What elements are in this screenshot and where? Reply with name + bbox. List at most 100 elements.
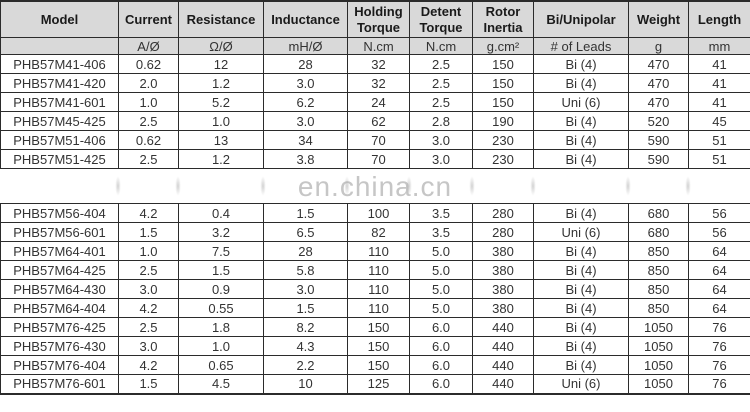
- value-cell: 680: [628, 203, 689, 223]
- value-cell: 0.55: [178, 298, 264, 318]
- value-cell: 1.5: [263, 203, 348, 223]
- watermark-text: en.china.cn: [297, 171, 453, 202]
- value-cell: 3.0: [263, 73, 348, 93]
- value-cell: 28: [263, 241, 348, 261]
- value-cell: 6.2: [263, 92, 348, 112]
- value-cell: Bi (4): [533, 149, 629, 169]
- value-cell: 0.9: [178, 279, 264, 299]
- value-cell: 5.0: [409, 241, 473, 261]
- value-cell: 64: [688, 298, 750, 318]
- column-unit-detent-torque: N.cm: [409, 37, 473, 55]
- value-cell: 1.0: [118, 241, 179, 261]
- value-cell: 3.0: [409, 130, 473, 150]
- value-cell: 380: [472, 241, 534, 261]
- model-cell: PHB57M56-601: [0, 222, 119, 242]
- value-cell: 380: [472, 279, 534, 299]
- value-cell: 5.8: [263, 260, 348, 280]
- units-row: A/Ø Ω/Ø mH/Ø N.cm N.cm g.cm² # of Leads g mm: [0, 37, 750, 55]
- value-cell: 150: [472, 54, 534, 74]
- spec-table-header: Model Current Resistance Inductance Holding …: [0, 1, 750, 55]
- value-cell: 1.0: [118, 92, 179, 112]
- value-cell: Bi (4): [533, 279, 629, 299]
- column-unit-resistance: Ω/Ø: [178, 37, 264, 55]
- value-cell: 280: [472, 203, 534, 223]
- value-cell: 110: [347, 298, 410, 318]
- value-cell: 41: [688, 54, 750, 74]
- value-cell: 7.5: [178, 241, 264, 261]
- value-cell: 110: [347, 241, 410, 261]
- value-cell: 64: [688, 241, 750, 261]
- table-row: PHB57M41-420 2.0 1.2 3.0 32 2.5 150 Bi (4) 470 41: [0, 73, 750, 93]
- value-cell: Uni (6): [533, 222, 629, 242]
- model-cell: PHB57M76-425: [0, 317, 119, 337]
- column-unit-weight: g: [628, 37, 689, 55]
- column-header-length: Length: [688, 1, 750, 38]
- value-cell: 190: [472, 111, 534, 131]
- value-cell: 6.0: [409, 317, 473, 337]
- value-cell: 1.0: [178, 336, 264, 356]
- value-cell: 3.0: [409, 149, 473, 169]
- value-cell: 2.5: [409, 54, 473, 74]
- value-cell: 280: [472, 222, 534, 242]
- value-cell: 470: [628, 73, 689, 93]
- value-cell: Bi (4): [533, 241, 629, 261]
- value-cell: 4.2: [118, 355, 179, 375]
- column-header-bi-unipolar: Bi/Unipolar: [533, 1, 629, 38]
- table-row: PHB57M64-401 1.0 7.5 28 110 5.0 380 Bi (4) 850 64: [0, 241, 750, 261]
- value-cell: Uni (6): [533, 92, 629, 112]
- value-cell: 56: [688, 222, 750, 242]
- value-cell: 2.2: [263, 355, 348, 375]
- value-cell: 110: [347, 260, 410, 280]
- value-cell: 51: [688, 149, 750, 169]
- value-cell: 70: [347, 149, 410, 169]
- value-cell: 1.5: [178, 260, 264, 280]
- value-cell: 56: [688, 203, 750, 223]
- value-cell: 440: [472, 336, 534, 356]
- value-cell: 76: [688, 317, 750, 337]
- column-unit-model: [0, 37, 119, 55]
- value-cell: 5.2: [178, 92, 264, 112]
- column-header-model: Model: [0, 1, 119, 38]
- value-cell: Bi (4): [533, 111, 629, 131]
- value-cell: 850: [628, 260, 689, 280]
- model-cell: PHB57M41-601: [0, 92, 119, 112]
- table-row: PHB57M64-430 3.0 0.9 3.0 110 5.0 380 Bi (4) 850 6…: [0, 279, 750, 299]
- value-cell: 590: [628, 149, 689, 169]
- value-cell: 3.0: [263, 111, 348, 131]
- header-row: Model Current Resistance Inductance Holding …: [0, 1, 750, 38]
- value-cell: 41: [688, 92, 750, 112]
- value-cell: 1.2: [178, 149, 264, 169]
- value-cell: Bi (4): [533, 355, 629, 375]
- model-cell: PHB57M76-601: [0, 374, 119, 394]
- column-header-inductance: Inductance: [263, 1, 348, 38]
- column-unit-current: A/Ø: [118, 37, 179, 55]
- model-cell: PHB57M45-425: [0, 111, 119, 131]
- value-cell: 2.8: [409, 111, 473, 131]
- value-cell: 6.5: [263, 222, 348, 242]
- value-cell: 45: [688, 111, 750, 131]
- value-cell: 150: [472, 92, 534, 112]
- value-cell: 1.2: [178, 73, 264, 93]
- value-cell: 1.8: [178, 317, 264, 337]
- value-cell: Bi (4): [533, 260, 629, 280]
- value-cell: 4.3: [263, 336, 348, 356]
- value-cell: 850: [628, 241, 689, 261]
- table-row: PHB57M56-601 1.5 3.2 6.5 82 3.5 280 Uni (6) 680 5…: [0, 222, 750, 242]
- model-cell: PHB57M64-425: [0, 260, 119, 280]
- value-cell: 3.2: [178, 222, 264, 242]
- model-cell: PHB57M51-406: [0, 130, 119, 150]
- table-row: PHB57M41-601 1.0 5.2 6.2 24 2.5 150 Uni (6) 470 4…: [0, 92, 750, 112]
- value-cell: 5.0: [409, 298, 473, 318]
- value-cell: 590: [628, 130, 689, 150]
- value-cell: 3.0: [263, 279, 348, 299]
- value-cell: 125: [347, 374, 410, 394]
- value-cell: 150: [472, 73, 534, 93]
- value-cell: 230: [472, 130, 534, 150]
- value-cell: 0.62: [118, 54, 179, 74]
- value-cell: Bi (4): [533, 73, 629, 93]
- table-row: PHB57M51-406 0.62 13 34 70 3.0 230 Bi (4) 590 51: [0, 130, 750, 150]
- value-cell: 10: [263, 374, 348, 394]
- table-row: PHB57M51-425 2.5 1.2 3.8 70 3.0 230 Bi (4) 590 51: [0, 149, 750, 169]
- value-cell: 76: [688, 336, 750, 356]
